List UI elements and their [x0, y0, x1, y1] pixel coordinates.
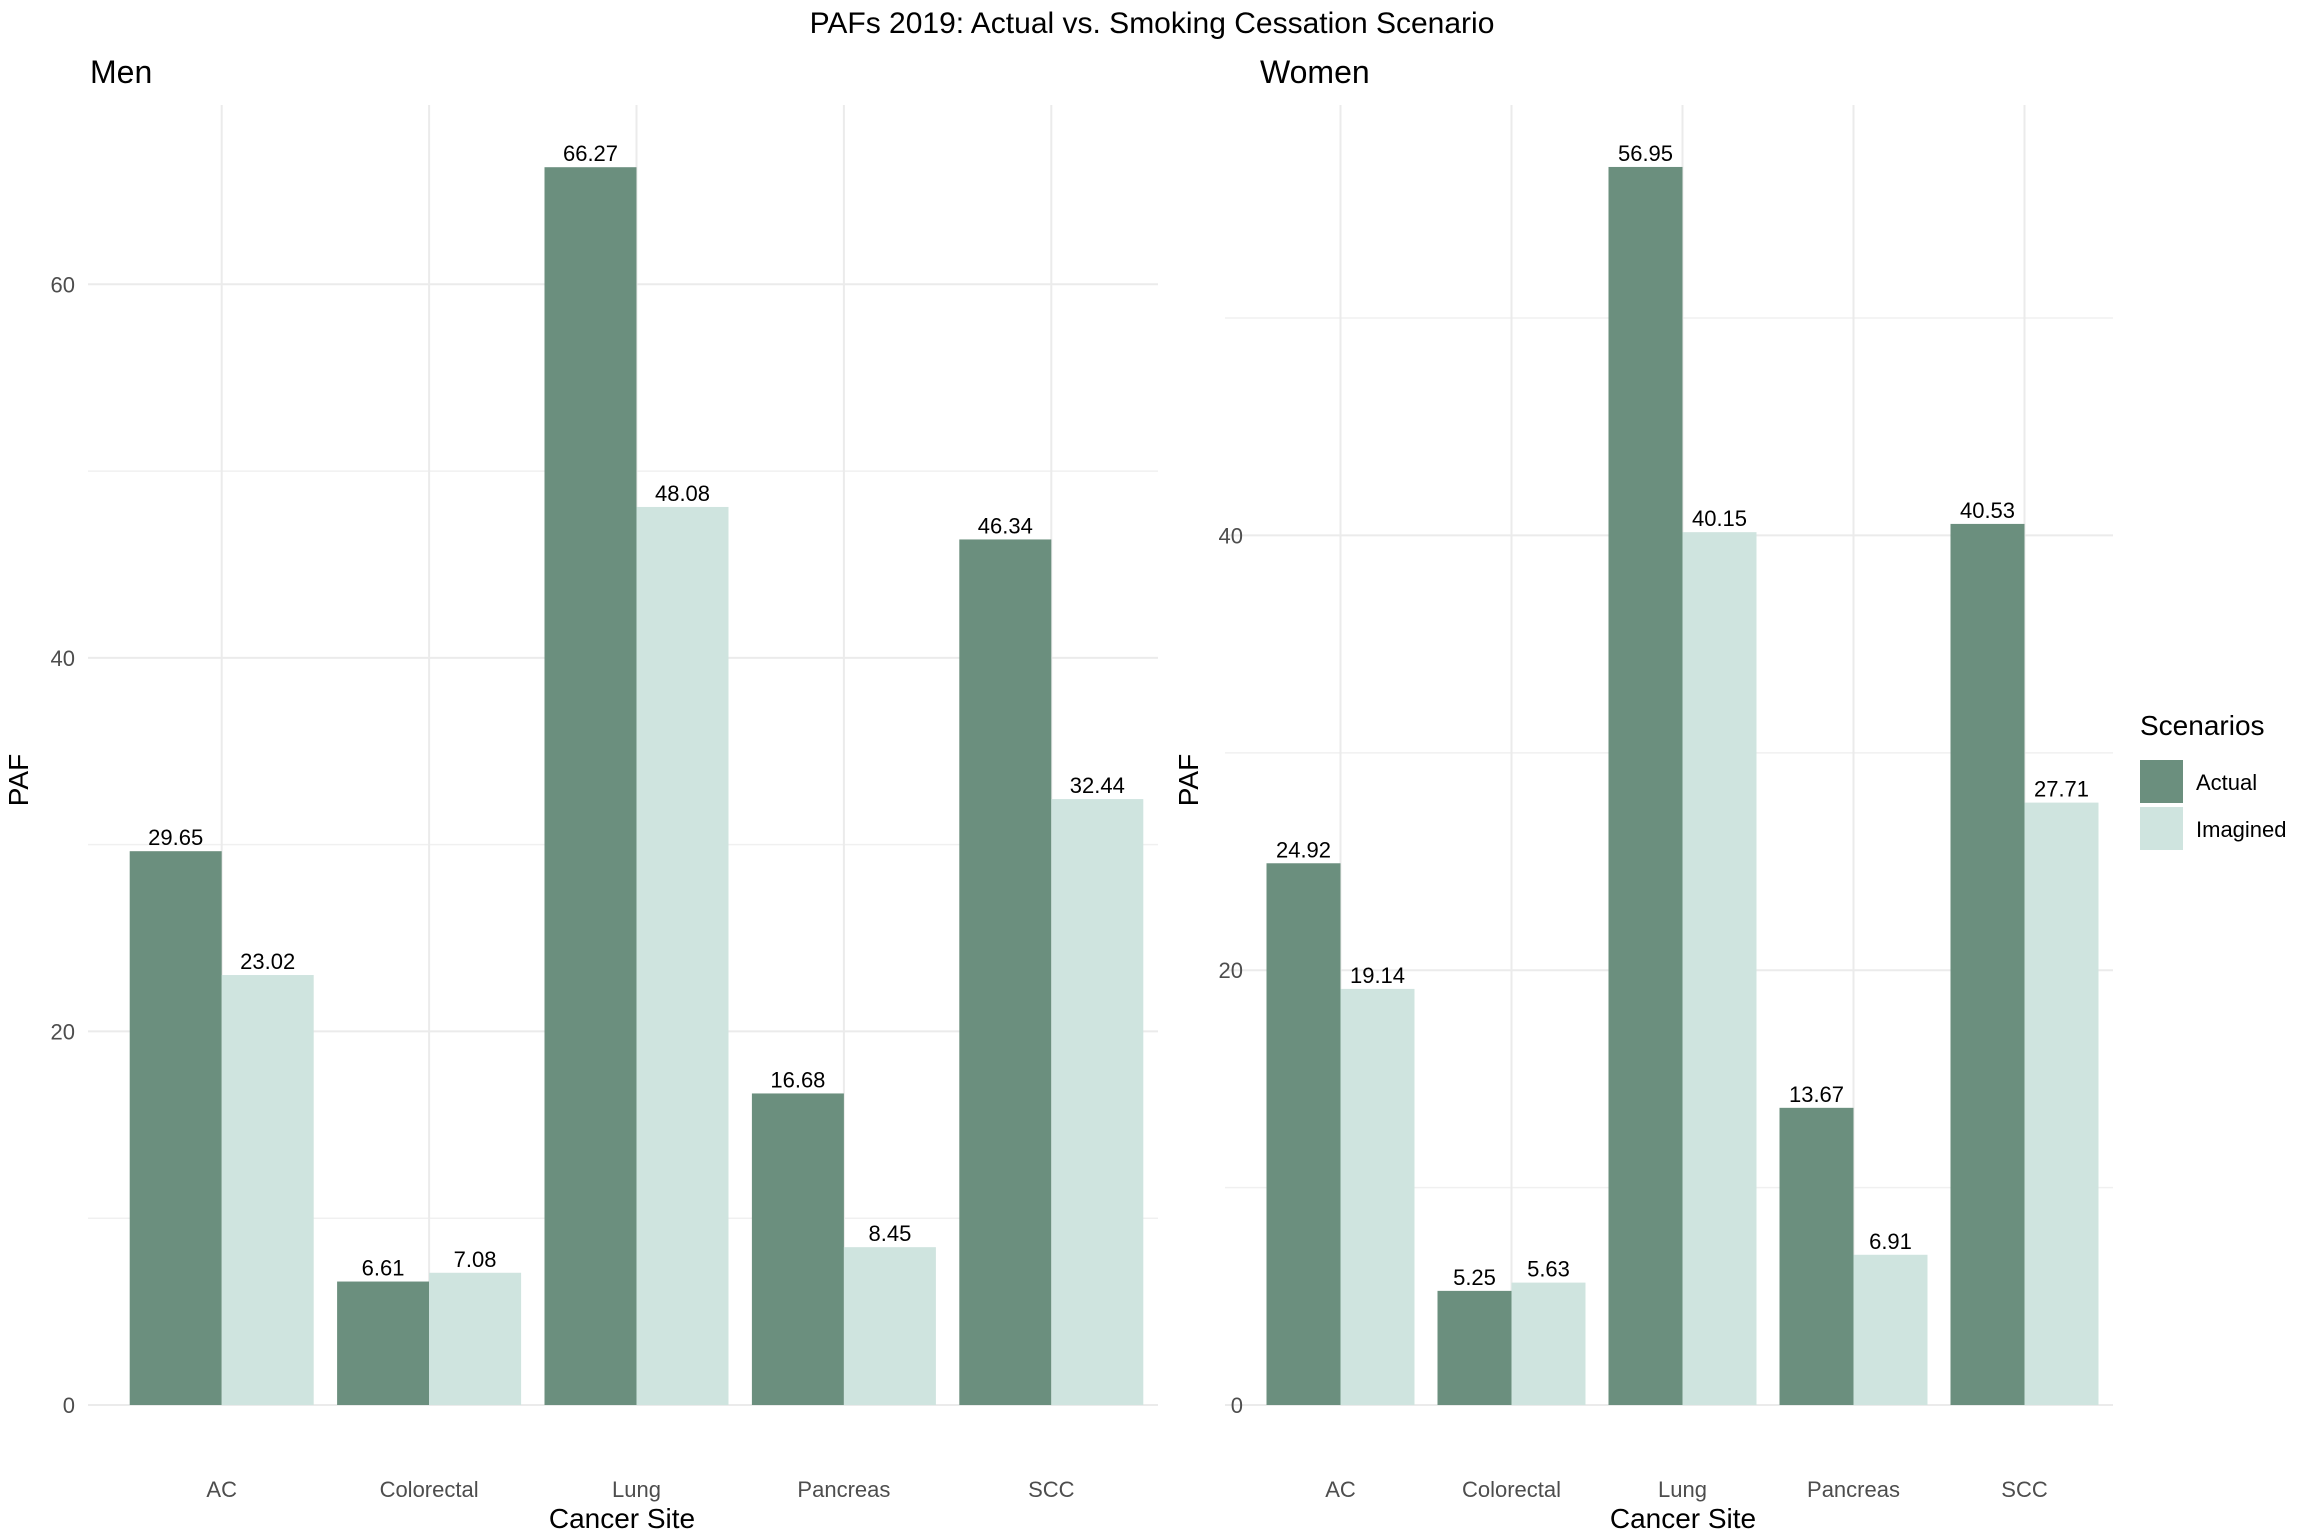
legend-title: Scenarios — [2140, 710, 2265, 741]
bar-imagined-ac — [1340, 988, 1415, 1405]
data-label: 32.44 — [1070, 773, 1125, 798]
panel-title: Men — [90, 54, 152, 90]
legend-label-actual: Actual — [2196, 770, 2257, 795]
data-label: 5.63 — [1527, 1257, 1570, 1282]
data-label: 66.27 — [563, 141, 618, 166]
y-tick-label: 60 — [51, 272, 75, 297]
data-label: 6.61 — [362, 1256, 405, 1281]
bar-actual-ac — [1266, 863, 1341, 1405]
data-label: 6.91 — [1869, 1229, 1912, 1254]
x-tick-label: AC — [1325, 1477, 1356, 1502]
data-label: 56.95 — [1618, 141, 1673, 166]
data-label: 5.25 — [1453, 1265, 1496, 1290]
bar-actual-pancreas — [1779, 1107, 1854, 1405]
data-label: 23.02 — [240, 949, 295, 974]
bar-actual-colorectal — [1437, 1290, 1512, 1405]
bar-actual-lung — [544, 167, 637, 1406]
bar-actual-pancreas — [751, 1093, 844, 1405]
bar-imagined-ac — [221, 975, 314, 1405]
data-label: 40.53 — [1960, 498, 2015, 523]
data-label: 13.67 — [1789, 1082, 1844, 1107]
data-label: 19.14 — [1350, 963, 1405, 988]
x-tick-label: Lung — [1658, 1477, 1707, 1502]
x-tick-label: SCC — [1028, 1477, 1075, 1502]
y-tick-label: 20 — [51, 1019, 75, 1044]
bar-actual-scc — [1950, 523, 2025, 1405]
legend-swatch-actual — [2140, 760, 2183, 803]
data-label: 29.65 — [148, 825, 203, 850]
bar-imagined-pancreas — [843, 1247, 936, 1405]
legend-label-imagined: Imagined — [2196, 817, 2287, 842]
y-axis-label: PAF — [1173, 754, 1204, 806]
data-label: 7.08 — [454, 1247, 497, 1272]
bar-actual-ac — [129, 851, 222, 1405]
bar-imagined-scc — [1051, 799, 1144, 1405]
x-tick-label: AC — [206, 1477, 237, 1502]
bar-actual-lung — [1608, 166, 1683, 1405]
y-tick-label: 40 — [1219, 523, 1243, 548]
x-axis-label: Cancer Site — [1610, 1503, 1756, 1534]
x-tick-label: Colorectal — [1462, 1477, 1561, 1502]
bar-imagined-colorectal — [1511, 1282, 1586, 1405]
x-tick-label: Pancreas — [1807, 1477, 1900, 1502]
data-label: 8.45 — [868, 1221, 911, 1246]
bar-imagined-pancreas — [1853, 1254, 1928, 1405]
data-label: 48.08 — [655, 481, 710, 506]
y-tick-label: 0 — [63, 1393, 75, 1418]
bar-actual-colorectal — [337, 1281, 430, 1405]
x-axis-label: Cancer Site — [549, 1503, 695, 1534]
x-tick-label: SCC — [2001, 1477, 2048, 1502]
bar-imagined-lung — [1682, 532, 1757, 1405]
data-label: 40.15 — [1692, 506, 1747, 531]
y-tick-label: 40 — [51, 646, 75, 671]
bar-imagined-scc — [2024, 802, 2099, 1405]
x-tick-label: Colorectal — [380, 1477, 479, 1502]
panel-title: Women — [1260, 54, 1370, 90]
data-label: 24.92 — [1276, 837, 1331, 862]
y-axis-label: PAF — [3, 754, 34, 806]
y-tick-label: 20 — [1219, 958, 1243, 983]
data-label: 27.71 — [2034, 777, 2089, 802]
legend-swatch-imagined — [2140, 807, 2183, 850]
bar-actual-scc — [959, 539, 1052, 1405]
legend: Scenarios Actual Imagined — [2140, 710, 2287, 850]
bar-imagined-colorectal — [429, 1272, 522, 1405]
panel-women: 0 20 40 24.92 5.25 56.95 13.67 40.53 19.14 5.63 40… — [1173, 54, 2113, 1534]
x-tick-label: Pancreas — [797, 1477, 890, 1502]
data-label: 16.68 — [770, 1067, 825, 1092]
data-label: 46.34 — [978, 513, 1033, 538]
y-tick-label: 0 — [1231, 1393, 1243, 1418]
x-tick-label: Lung — [612, 1477, 661, 1502]
panel-men: 0 20 40 60 29.65 6.61 66.27 16.68 46.34 23.02 7.08… — [3, 54, 1158, 1534]
figure-title: PAFs 2019: Actual vs. Smoking Cessation … — [810, 7, 1495, 40]
bar-imagined-lung — [636, 506, 729, 1406]
